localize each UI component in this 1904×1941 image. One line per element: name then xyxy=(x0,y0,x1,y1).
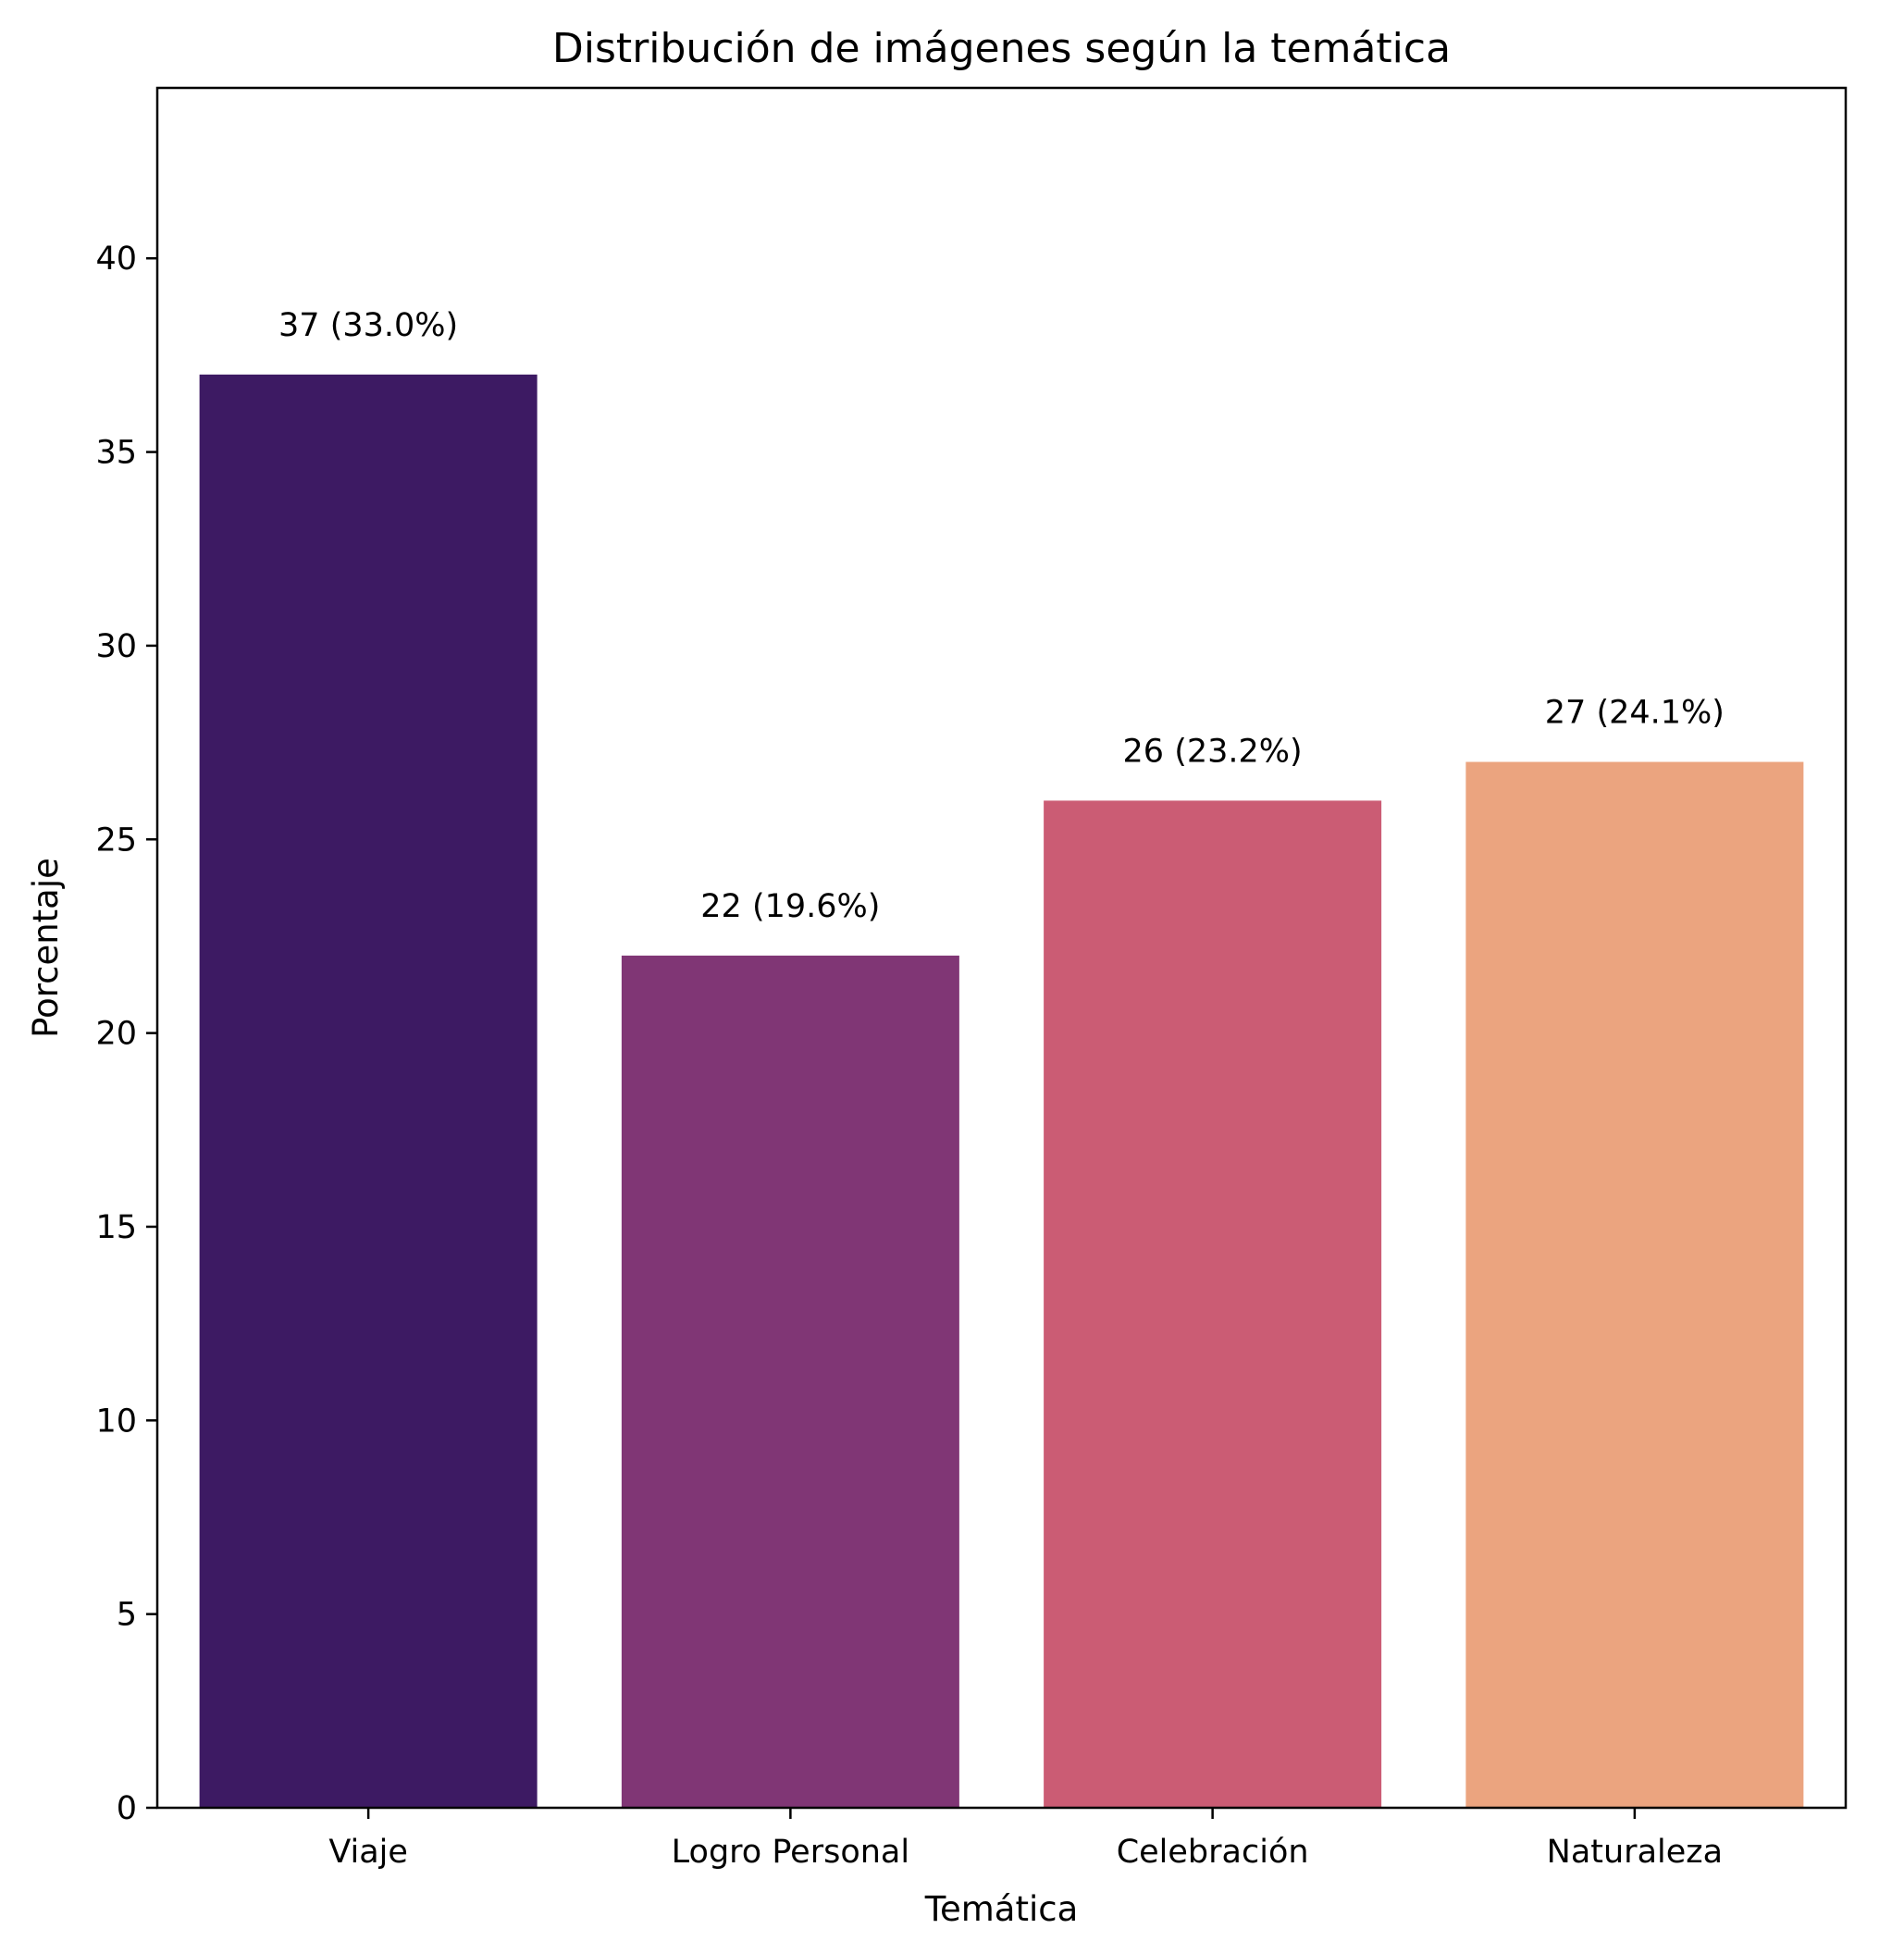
x-tick-label: Viaje xyxy=(328,1834,408,1871)
x-tick-label: Naturaleza xyxy=(1547,1834,1723,1871)
y-tick-label: 40 xyxy=(95,241,137,278)
y-tick-label: 20 xyxy=(95,1016,137,1053)
x-axis-label: Temática xyxy=(924,1889,1079,1929)
y-ticks-layer: 0 5 10 15 20 25 30 35 40 xyxy=(95,241,157,1827)
y-tick-label: 30 xyxy=(95,628,137,665)
data-label: 27 (24.1%) xyxy=(1545,695,1725,732)
chart-title: Distribución de imágenes según la temáti… xyxy=(552,25,1451,72)
y-tick-label: 15 xyxy=(95,1209,137,1246)
y-tick-label: 25 xyxy=(95,822,137,859)
bars-layer xyxy=(199,374,1804,1808)
bar-naturaleza xyxy=(1465,761,1804,1808)
y-tick-label: 5 xyxy=(117,1597,137,1634)
data-label: 22 (19.6%) xyxy=(700,888,880,925)
data-label: 37 (33.0%) xyxy=(278,307,458,344)
data-labels-layer: 37 (33.0%) 22 (19.6%) 26 (23.2%) 27 (24.1%) xyxy=(278,307,1725,925)
x-ticks-layer: Viaje Logro Personal Celebración Naturaleza xyxy=(328,1808,1723,1871)
x-tick-label: Logro Personal xyxy=(672,1834,909,1871)
y-tick-label: 10 xyxy=(95,1403,137,1440)
y-tick-label: 35 xyxy=(95,435,137,472)
plot-frame xyxy=(155,86,1848,1810)
bar-viaje xyxy=(199,374,538,1808)
bar-logro-personal xyxy=(621,955,959,1808)
data-label: 26 (23.2%) xyxy=(1123,733,1303,770)
bar-celebraci-n xyxy=(1044,800,1382,1808)
x-tick-label: Celebración xyxy=(1117,1834,1309,1871)
y-axis-label: Porcentaje xyxy=(26,858,66,1038)
y-tick-label: 0 xyxy=(117,1790,137,1827)
